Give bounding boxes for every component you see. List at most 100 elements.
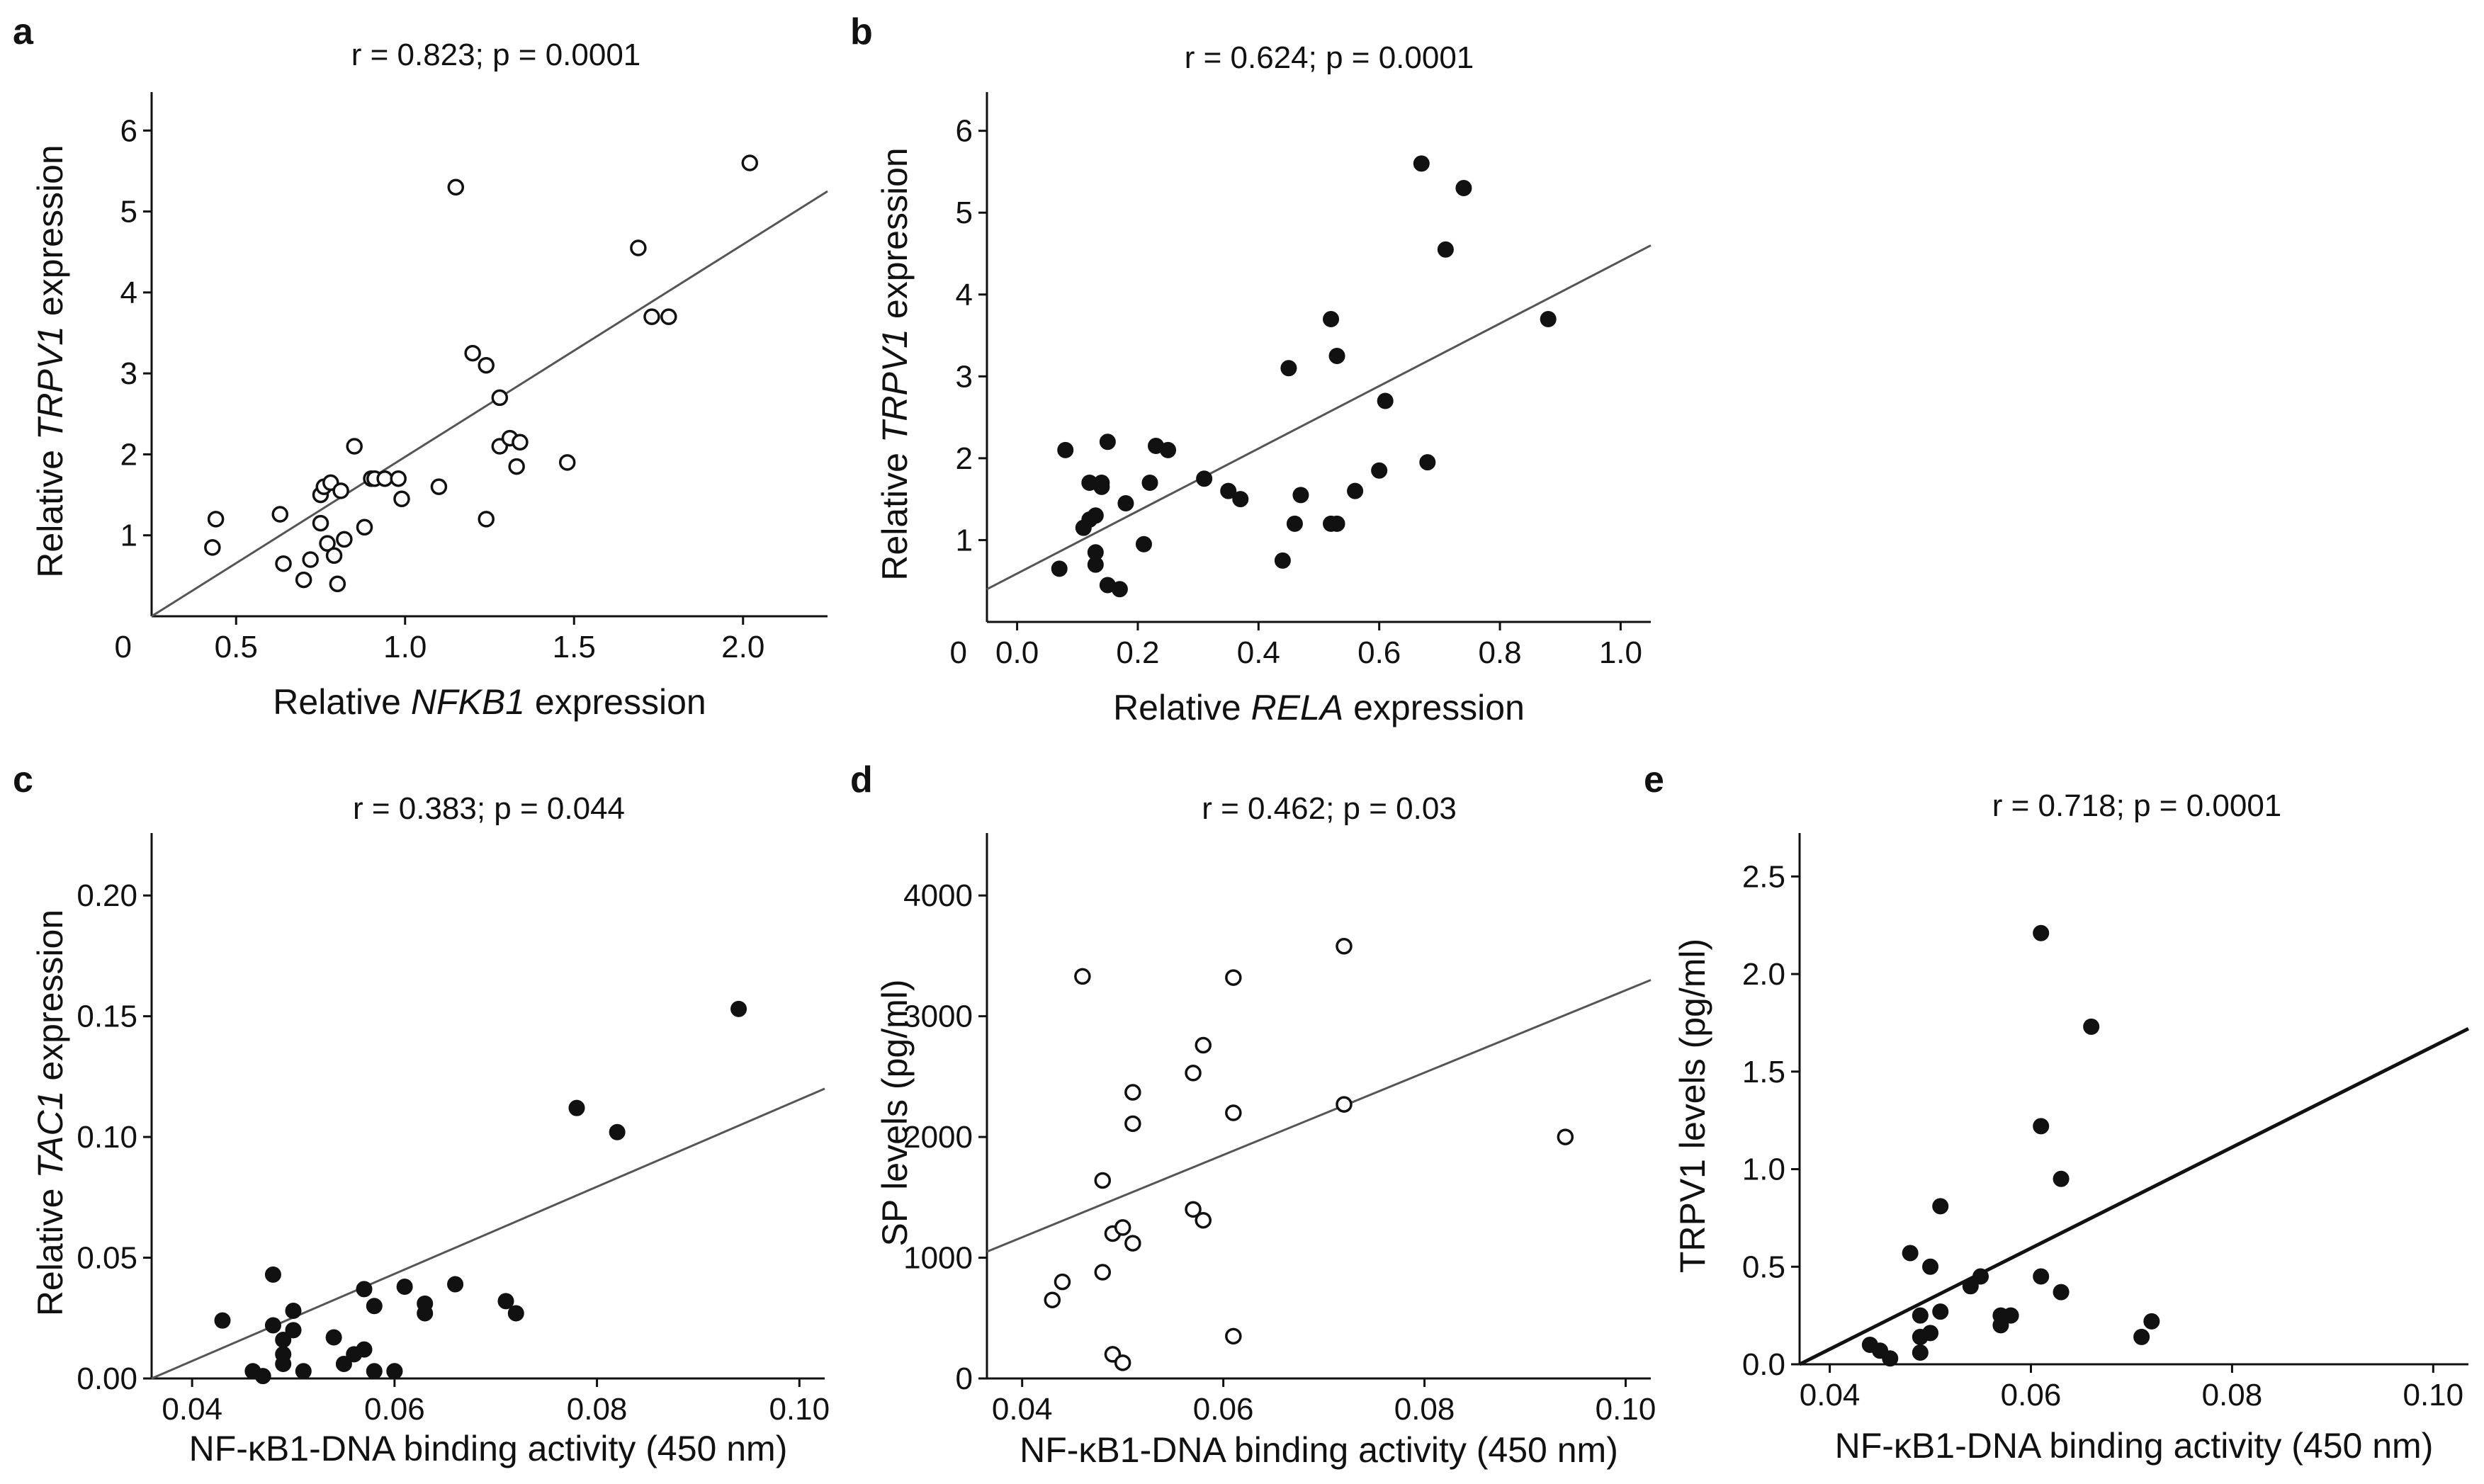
data-point xyxy=(478,511,495,528)
panel-letter: a xyxy=(13,11,34,52)
data-point xyxy=(396,1278,413,1295)
data-point xyxy=(1124,1115,1141,1133)
x-tick-label: 0.0 xyxy=(995,635,1039,670)
data-point xyxy=(507,1305,524,1322)
data-point xyxy=(558,454,576,471)
data-point xyxy=(1540,310,1557,327)
data-point xyxy=(1347,482,1364,499)
data-point xyxy=(464,344,481,362)
data-point xyxy=(332,482,349,499)
data-point xyxy=(1972,1268,1989,1285)
regression-line xyxy=(1798,1026,2470,1366)
x-tick-label: 0.8 xyxy=(1478,635,1521,670)
data-point xyxy=(1328,515,1345,532)
data-point xyxy=(356,1341,373,1358)
data-point xyxy=(430,478,448,495)
data-point xyxy=(1185,1201,1202,1218)
panel-letter: e xyxy=(1644,759,1664,800)
y-tick-label: 2.0 xyxy=(1742,957,1785,992)
data-point xyxy=(1437,241,1454,258)
data-point xyxy=(660,308,677,325)
y-tick-label: 2 xyxy=(120,437,137,472)
y-tick-label: 0.15 xyxy=(77,999,137,1034)
data-point xyxy=(447,1276,464,1293)
data-point xyxy=(1114,1219,1131,1236)
data-point xyxy=(2033,924,2050,941)
y-tick-label: 0.20 xyxy=(77,878,137,913)
chart-title: r = 0.823; p = 0.0001 xyxy=(351,38,641,72)
data-point xyxy=(329,575,346,593)
data-point xyxy=(376,470,393,487)
y-tick-label: 2 xyxy=(956,441,973,476)
data-point xyxy=(1932,1303,1949,1320)
x-axis-label: NF-κB1-DNA binding activity (450 nm) xyxy=(1835,1426,2434,1466)
data-point xyxy=(366,1298,383,1315)
y-tick-label: 5 xyxy=(120,195,137,230)
data-point xyxy=(295,571,312,589)
x-tick-label: 0.06 xyxy=(1193,1392,1254,1427)
data-point xyxy=(1912,1344,1929,1361)
data-point xyxy=(630,239,647,256)
panel-letter: d xyxy=(850,759,873,800)
panel-letter: b xyxy=(850,11,873,52)
y-tick-label: 3 xyxy=(956,359,973,394)
origin-label: 0 xyxy=(115,630,132,664)
data-point xyxy=(254,1368,271,1385)
data-point xyxy=(2033,1268,2050,1285)
data-point xyxy=(346,438,363,455)
data-point xyxy=(1057,441,1074,458)
data-point xyxy=(207,511,225,528)
x-tick-label: 0.06 xyxy=(364,1392,425,1427)
data-point xyxy=(1054,1273,1071,1291)
data-point xyxy=(1882,1350,1899,1367)
data-point xyxy=(1195,1036,1212,1054)
x-tick-label: 0.08 xyxy=(2202,1378,2263,1412)
data-point xyxy=(1094,1264,1112,1281)
data-point xyxy=(1328,347,1345,364)
data-point xyxy=(512,434,529,451)
data-point xyxy=(2053,1284,2070,1301)
y-tick-label: 6 xyxy=(956,114,973,149)
data-point xyxy=(1557,1128,1574,1145)
data-point xyxy=(1185,1065,1202,1082)
data-point xyxy=(204,539,221,556)
data-point xyxy=(508,458,525,475)
data-point xyxy=(417,1305,434,1322)
y-tick-label: 1 xyxy=(956,523,973,557)
y-tick-label: 3000 xyxy=(903,999,973,1034)
x-tick-label: 0.10 xyxy=(1596,1392,1656,1427)
data-point xyxy=(366,1363,383,1380)
y-axis-label: SP levels (pg/ml) xyxy=(875,980,915,1247)
chart-title: r = 0.718; p = 0.0001 xyxy=(1992,788,2282,823)
y-tick-label: 0.00 xyxy=(77,1361,137,1396)
data-point xyxy=(609,1123,626,1140)
x-axis-label: NF-κB1-DNA binding activity (450 nm) xyxy=(189,1429,788,1468)
data-point xyxy=(741,154,759,171)
data-point xyxy=(1292,487,1309,504)
data-point xyxy=(1336,938,1353,955)
x-tick-label: 0.04 xyxy=(162,1392,222,1427)
data-point xyxy=(2133,1328,2150,1345)
y-tick-label: 5 xyxy=(956,196,973,230)
y-axis-label: Relative TAC1 expression xyxy=(30,910,70,1316)
y-tick-label: 4000 xyxy=(903,878,973,913)
chart-panel-b: b r = 0.624; p = 0.0001 0.0 0.2 0.4 0.6 0.8 1.0… xyxy=(850,11,1652,727)
data-point xyxy=(312,514,329,532)
data-point xyxy=(730,1000,747,1017)
x-tick-label: 0.5 xyxy=(215,630,258,664)
y-tick-label: 1.0 xyxy=(1742,1152,1785,1187)
data-point xyxy=(447,179,465,196)
x-tick-label: 1.0 xyxy=(383,630,427,664)
data-point xyxy=(285,1303,302,1320)
data-point xyxy=(302,551,319,568)
data-point xyxy=(1135,536,1152,553)
data-point xyxy=(2053,1170,2070,1187)
chart-panel-c: c r = 0.383; p = 0.044 0.04 0.06 0.08 0.10 0.0… xyxy=(13,759,830,1468)
data-point xyxy=(386,1363,403,1380)
data-point xyxy=(336,531,353,548)
y-tick-label: 2000 xyxy=(903,1120,973,1155)
y-tick-label: 4 xyxy=(120,276,137,310)
data-point xyxy=(491,389,509,407)
data-point xyxy=(1196,470,1213,487)
